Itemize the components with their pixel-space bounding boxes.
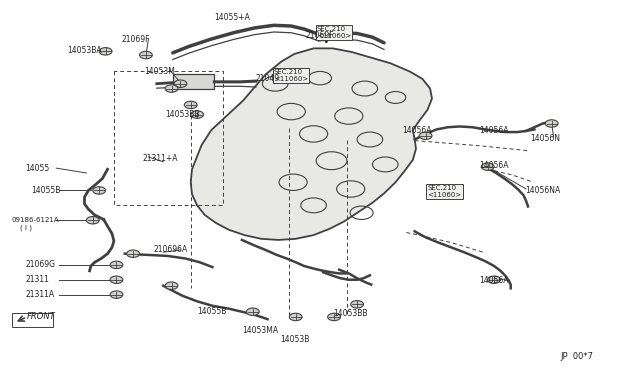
Text: 14055B: 14055B	[31, 186, 60, 195]
Polygon shape	[191, 48, 432, 240]
Text: FRONT: FRONT	[27, 312, 56, 321]
Circle shape	[246, 308, 259, 315]
Text: 14055: 14055	[26, 164, 50, 173]
Text: 210696A: 210696A	[154, 246, 188, 254]
Text: SEC.210
<11060>: SEC.210 <11060>	[317, 26, 351, 39]
Circle shape	[184, 101, 197, 109]
Circle shape	[545, 120, 558, 127]
Text: 21069F: 21069F	[122, 35, 150, 44]
Text: JP  00*7: JP 00*7	[560, 352, 593, 361]
Circle shape	[110, 276, 123, 283]
Text: 14053MA: 14053MA	[242, 326, 278, 335]
Text: 14056A: 14056A	[479, 276, 508, 285]
Circle shape	[488, 276, 500, 283]
Circle shape	[127, 250, 140, 257]
Text: 14056NA: 14056NA	[525, 186, 560, 195]
Text: 21311+A: 21311+A	[142, 154, 177, 163]
Circle shape	[174, 80, 187, 87]
Text: 14053B: 14053B	[280, 335, 310, 344]
Text: 14053BB: 14053BB	[165, 110, 200, 119]
Text: 21049: 21049	[256, 74, 280, 83]
Circle shape	[165, 85, 178, 92]
Text: 14056A: 14056A	[479, 161, 508, 170]
Text: SEC.210
<11060>: SEC.210 <11060>	[428, 185, 462, 198]
Circle shape	[99, 48, 112, 55]
Circle shape	[110, 291, 123, 298]
Circle shape	[289, 313, 302, 321]
Circle shape	[419, 132, 432, 140]
Circle shape	[191, 111, 204, 118]
Text: 21069F: 21069F	[306, 31, 335, 40]
Text: 14053M: 14053M	[144, 67, 175, 76]
Text: 14053BA: 14053BA	[67, 46, 102, 55]
Circle shape	[110, 261, 123, 269]
Circle shape	[93, 187, 106, 194]
Circle shape	[328, 313, 340, 321]
Text: 14055B: 14055B	[197, 307, 227, 316]
Text: 14056A: 14056A	[479, 126, 508, 135]
Circle shape	[165, 282, 178, 289]
FancyBboxPatch shape	[173, 74, 214, 89]
Text: SEC.210
<11060>: SEC.210 <11060>	[274, 69, 308, 81]
Circle shape	[86, 217, 99, 224]
Text: 14053BB: 14053BB	[333, 309, 367, 318]
Text: 21311A: 21311A	[26, 290, 55, 299]
Text: 09186-6121A: 09186-6121A	[12, 217, 59, 223]
Circle shape	[140, 51, 152, 59]
Text: 14055+A: 14055+A	[214, 13, 250, 22]
Text: 14056N: 14056N	[530, 134, 560, 143]
Text: 21069G: 21069G	[26, 260, 56, 269]
Text: ( I ): ( I )	[20, 224, 33, 231]
Circle shape	[351, 301, 364, 308]
Text: 14056A: 14056A	[402, 126, 431, 135]
Text: 21311: 21311	[26, 275, 49, 284]
Circle shape	[481, 163, 494, 170]
